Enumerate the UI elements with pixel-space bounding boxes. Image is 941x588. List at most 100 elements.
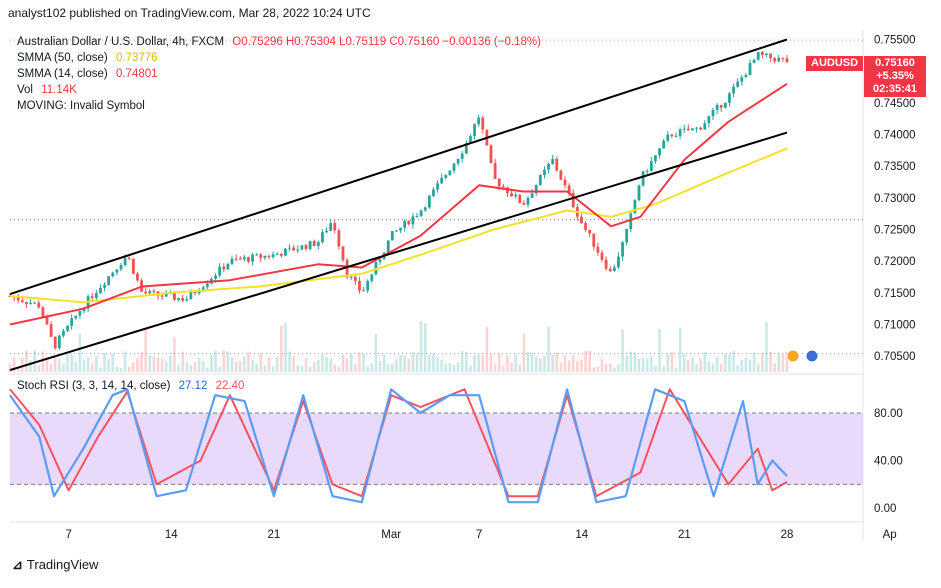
volume-bar	[423, 323, 427, 372]
candle-body	[427, 195, 431, 208]
candle-body	[501, 186, 505, 188]
candle-body	[584, 223, 587, 230]
volume-bar	[144, 329, 147, 372]
volume-bar	[658, 329, 661, 372]
volume-bar	[214, 350, 217, 372]
candle-body	[654, 155, 657, 162]
candle-body	[333, 223, 337, 231]
volume-bar	[136, 358, 139, 372]
volume-bar	[206, 367, 209, 372]
volume-bar	[177, 364, 180, 372]
volume-bar	[164, 361, 168, 372]
candle-body	[464, 143, 468, 154]
volume-bar	[625, 355, 628, 372]
volume-bar	[715, 357, 719, 372]
volume-bar	[756, 364, 760, 372]
volume-bar	[41, 351, 45, 372]
candle-body	[728, 93, 731, 103]
volume-bar	[169, 355, 172, 372]
candle-body	[349, 276, 353, 278]
volume-bar	[576, 360, 579, 372]
volume-bar	[502, 366, 505, 372]
candle-body	[551, 158, 555, 164]
candle-body	[522, 202, 526, 205]
candle-body	[719, 104, 723, 108]
candle-body	[460, 153, 464, 159]
volume-bar	[193, 362, 197, 372]
volume-bar	[29, 360, 32, 372]
volume-bar	[732, 350, 735, 372]
tradingview-brand[interactable]: ⊿ TradingView	[12, 557, 98, 573]
volume-bar	[304, 358, 308, 372]
volume-bar	[695, 363, 698, 372]
volume-bar	[300, 365, 304, 372]
candle-body	[115, 269, 119, 273]
legend-moving[interactable]: MOVING: Invalid Symbol	[17, 100, 145, 112]
candle-body	[518, 194, 522, 203]
candle-body	[493, 163, 497, 179]
volume-bar	[8, 363, 12, 372]
candle-body	[415, 215, 419, 217]
stoch-k-value: 27.12	[178, 380, 208, 392]
candle-body	[608, 268, 612, 272]
candle-body	[658, 148, 661, 156]
volume-bar	[127, 366, 131, 372]
volume-bar	[263, 365, 267, 372]
candle-body	[621, 242, 624, 257]
candle-body	[744, 75, 748, 78]
volume-bar	[226, 351, 230, 372]
candle-body	[82, 308, 86, 312]
legend-sma14[interactable]: SMMA (14, close) 0.74801	[17, 68, 158, 80]
candle-body	[62, 330, 65, 336]
volume-bar	[460, 350, 464, 372]
candle-body	[580, 216, 583, 224]
channel-lower-line	[9, 131, 788, 372]
volume-bar	[238, 360, 242, 372]
volume-bar	[621, 329, 624, 372]
volume-bar	[485, 326, 489, 372]
volume-bar	[391, 363, 394, 372]
stoch-tick-label: 80.00	[874, 408, 903, 420]
volume-bar	[518, 364, 522, 372]
volume-bar	[189, 365, 193, 372]
candle-body	[477, 117, 481, 125]
candle-body	[275, 253, 279, 255]
legend-volume[interactable]: Vol 11.14K	[17, 84, 77, 96]
volume-bar	[99, 367, 102, 372]
candle-body	[715, 104, 719, 110]
candle-body	[119, 265, 123, 270]
candle-body	[288, 247, 291, 249]
candle-body	[152, 291, 156, 293]
volume-bar	[181, 351, 184, 372]
volume-bar	[25, 350, 28, 372]
volume-bar	[469, 365, 472, 372]
time-tick-label: Mar	[381, 529, 401, 541]
volume-bar	[428, 355, 431, 372]
candle-body	[370, 274, 374, 281]
candle-body	[251, 254, 254, 262]
volume-bar	[62, 363, 65, 372]
volume-bar	[90, 363, 94, 372]
candle-body	[284, 248, 287, 256]
legend-sma50[interactable]: SMMA (50, close) 0.73776	[17, 52, 158, 64]
volume-bar	[378, 360, 382, 372]
symbol-badge: AUDUSD	[806, 56, 864, 71]
candle-body	[432, 189, 435, 196]
candle-body	[785, 58, 789, 62]
price-tick-label: 0.74500	[874, 98, 916, 110]
volume-bar	[407, 358, 411, 372]
volume-bar	[115, 366, 119, 372]
volume-bar	[70, 354, 73, 372]
volume-bar	[436, 357, 439, 372]
legend-stoch-rsi[interactable]: Stoch RSI (3, 3, 14, 14, close) 27.12 22…	[17, 380, 244, 392]
candle-body	[99, 287, 102, 294]
volume-bar	[785, 351, 789, 372]
candle-body	[760, 52, 764, 55]
volume-bar	[608, 363, 612, 372]
candle-body	[325, 230, 328, 233]
volume-bar	[321, 354, 324, 372]
candle-body	[514, 194, 518, 197]
candle-body	[337, 230, 341, 247]
candle-body	[534, 184, 538, 194]
